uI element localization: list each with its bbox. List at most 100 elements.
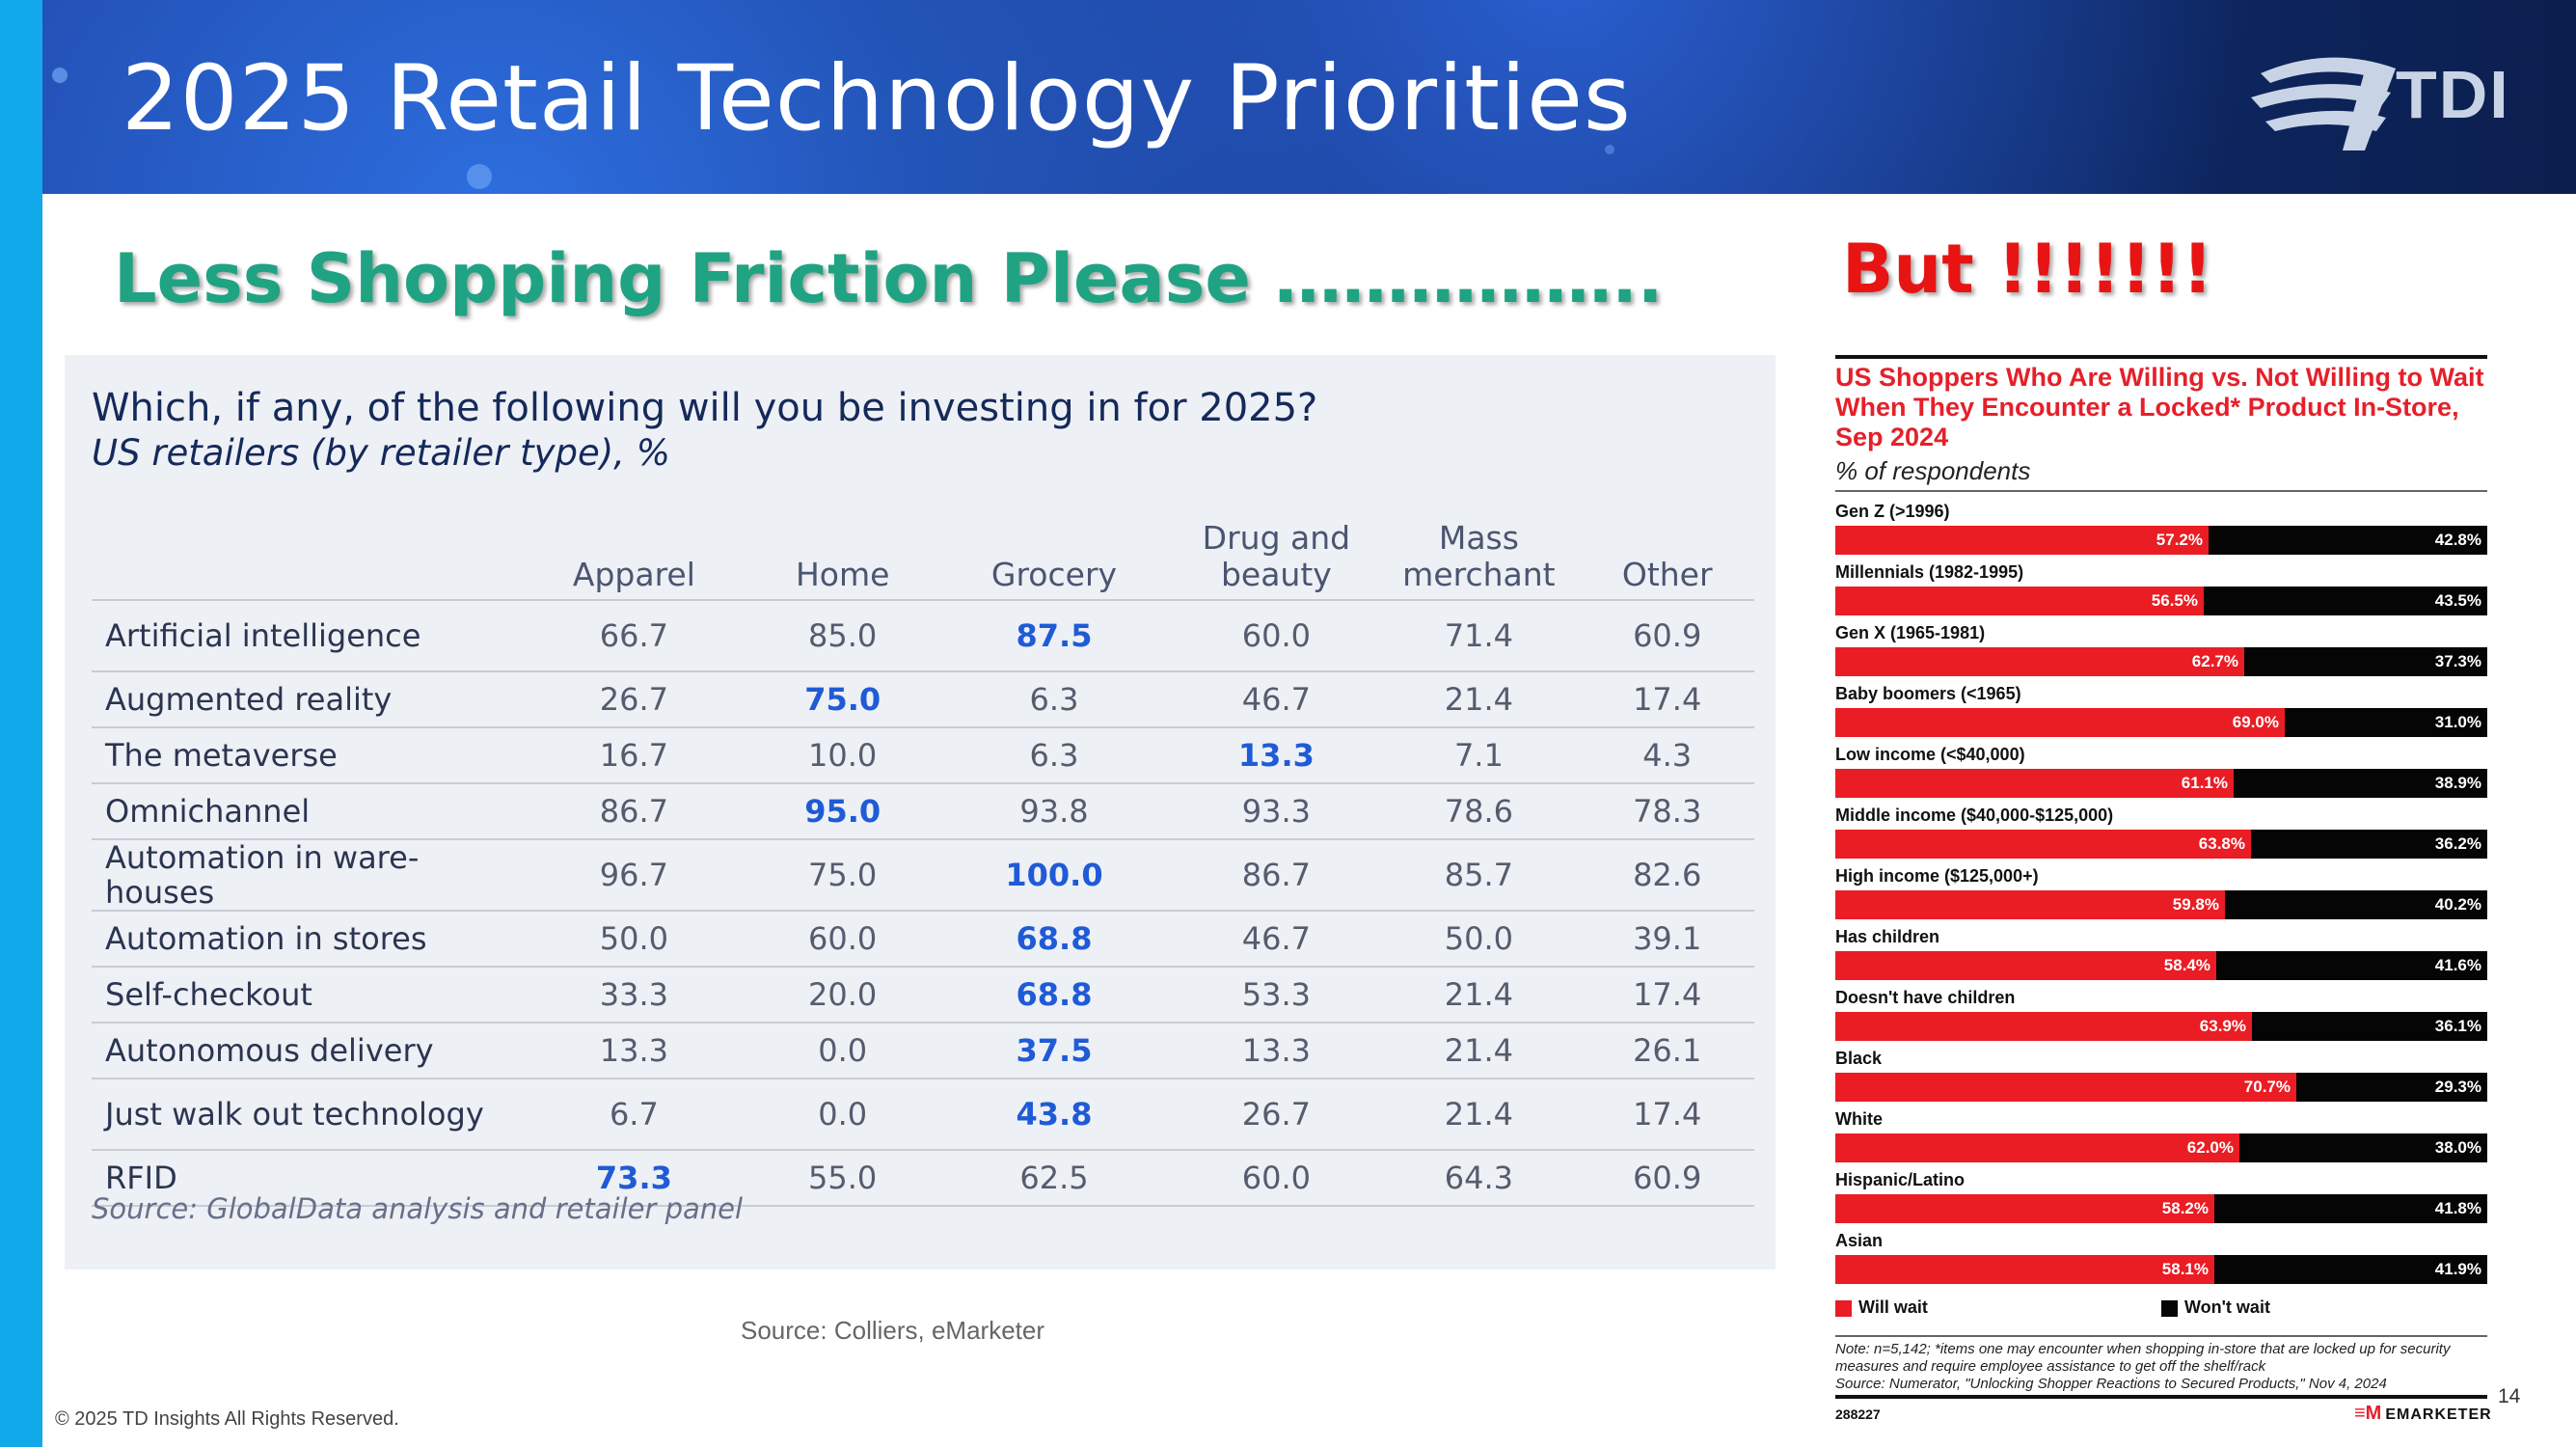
bar-wont-wait: 41.6%	[2216, 951, 2487, 980]
bar-value-label: 62.7%	[2191, 652, 2238, 670]
table-cell: 21.4	[1377, 671, 1581, 728]
table-header-row: Apparel Home Grocery Drug and beauty Mas…	[92, 502, 1754, 601]
chart-category-label: Millennials (1982-1995)	[1835, 562, 2024, 582]
column-header: Apparel	[516, 502, 752, 601]
table-cell: 82.6	[1580, 839, 1754, 912]
row-label: Artificial intelligence	[92, 600, 516, 672]
survey-question: Which, if any, of the following will you…	[92, 386, 1318, 430]
table-cell: 21.4	[1377, 967, 1581, 1024]
table-cell: 50.0	[1377, 911, 1581, 968]
table-cell: 87.5	[933, 600, 1176, 672]
bar-value-label: 41.9%	[2434, 1260, 2481, 1278]
table-cell: 39.1	[1580, 911, 1754, 968]
table-cell: 93.8	[933, 783, 1176, 840]
decorative-dot	[467, 164, 492, 189]
survey-panel: Which, if any, of the following will you…	[65, 355, 1776, 1270]
chart-subtitle: % of respondents	[1835, 456, 2031, 485]
table-row: RFID 73.3 55.0 62.5 60.0 64.3 60.9	[92, 1150, 1754, 1207]
table-cell: 85.7	[1377, 839, 1581, 912]
table-cell: 7.1	[1377, 727, 1581, 784]
bar-wont-wait: 43.5%	[2204, 587, 2487, 615]
table-cell: 62.5	[933, 1150, 1176, 1207]
row-label: Automation in stores	[92, 911, 516, 968]
chart-category: Doesn't have children 63.9% 36.1%	[1835, 988, 2487, 1049]
bar-value-label: 57.2%	[2156, 531, 2203, 549]
table-cell: 17.4	[1580, 967, 1754, 1024]
bar-wont-wait: 36.1%	[2252, 1012, 2487, 1041]
chart-category: Low income (<$40,000) 61.1% 38.9%	[1835, 745, 2487, 805]
bar-wont-wait: 31.0%	[2285, 708, 2487, 737]
table-cell: 55.0	[751, 1150, 934, 1207]
bar-value-label: 56.5%	[2151, 591, 2198, 610]
table-cell: 6.3	[933, 671, 1176, 728]
table-row: Just walk out technology 6.7 0.0 43.8 26.7 21…	[92, 1078, 1754, 1151]
table-cell: 68.8	[933, 911, 1176, 968]
chart-legend: Will wait Won't wait	[1835, 1297, 2487, 1321]
legend-swatch-will-wait	[1835, 1300, 1852, 1317]
bottom-source: Source: Colliers, eMarketer	[741, 1316, 1044, 1345]
bar-will-wait: 58.4%	[1835, 951, 2216, 980]
chart-category-label: Baby boomers (<1965)	[1835, 684, 2021, 703]
bar-wont-wait: 42.8%	[2209, 526, 2487, 555]
page-title: 2025 Retail Technology Priorities	[122, 46, 1632, 151]
bar-value-label: 58.1%	[2161, 1260, 2209, 1278]
table-cell: 26.7	[516, 671, 752, 728]
chart-bottom-rule	[1835, 1395, 2487, 1399]
em-logo-icon: ≡M	[2354, 1403, 2382, 1424]
table-cell: 26.1	[1580, 1023, 1754, 1079]
bar-value-label: 38.0%	[2434, 1138, 2481, 1157]
bar-will-wait: 57.2%	[1835, 526, 2209, 555]
legend-label-will-wait: Will wait	[1858, 1297, 1928, 1317]
row-label: Autonomous delivery	[92, 1023, 516, 1079]
table-row: Self-checkout 33.3 20.0 68.8 53.3 21.4 17.4	[92, 967, 1754, 1024]
table-cell: 86.7	[1175, 839, 1378, 912]
row-label: Just walk out technology	[92, 1078, 516, 1151]
bar-wont-wait: 37.3%	[2244, 647, 2487, 676]
table-cell: 6.3	[933, 727, 1176, 784]
table-cell: 53.3	[1175, 967, 1378, 1024]
table-cell: 0.0	[751, 1078, 934, 1151]
bar-value-label: 63.9%	[2199, 1017, 2246, 1035]
table-cell: 75.0	[751, 671, 934, 728]
bar-wont-wait: 38.0%	[2239, 1133, 2487, 1162]
table-cell: 68.8	[933, 967, 1176, 1024]
chart-category: Gen Z (>1996) 57.2% 42.8%	[1835, 502, 2487, 562]
bar-will-wait: 56.5%	[1835, 587, 2204, 615]
chart-category-label: Hispanic/Latino	[1835, 1170, 1966, 1189]
bar-value-label: 62.0%	[2186, 1138, 2234, 1157]
table-cell: 71.4	[1377, 600, 1581, 672]
bar-will-wait: 61.1%	[1835, 769, 2234, 798]
bar-value-label: 63.8%	[2198, 834, 2245, 853]
table-cell: 13.3	[1175, 1023, 1378, 1079]
chart-category-label: Has children	[1835, 927, 1940, 946]
table-cell: 50.0	[516, 911, 752, 968]
table-cell: 85.0	[751, 600, 934, 672]
table-cell: 13.3	[516, 1023, 752, 1079]
row-label: Automation in ware-houses	[92, 839, 516, 912]
bar-value-label: 41.6%	[2434, 956, 2481, 974]
row-label: Omnichannel	[92, 783, 516, 840]
bar-value-label: 37.3%	[2434, 652, 2481, 670]
bar-wont-wait: 36.2%	[2251, 830, 2487, 859]
bar-value-label: 43.5%	[2434, 591, 2481, 610]
table-cell: 75.0	[751, 839, 934, 912]
chart-note-text: Note: n=5,142; *items one may encounter …	[1835, 1341, 2451, 1375]
headline-right: But !!!!!!!	[1842, 230, 2213, 309]
table-row: The metaverse 16.7 10.0 6.3 13.3 7.1 4.3	[92, 727, 1754, 784]
chart-category: Asian 58.1% 41.9%	[1835, 1231, 2487, 1292]
table-cell: 43.8	[933, 1078, 1176, 1151]
table-cell: 17.4	[1580, 1078, 1754, 1151]
table-cell: 60.0	[1175, 1150, 1378, 1207]
table-cell: 46.7	[1175, 911, 1378, 968]
table-cell: 60.0	[751, 911, 934, 968]
column-header: Home	[751, 502, 934, 601]
table-row: Automation in stores 50.0 60.0 68.8 46.7 50.0…	[92, 911, 1754, 968]
table-cell: 4.3	[1580, 727, 1754, 784]
row-label: The metaverse	[92, 727, 516, 784]
bar-wont-wait: 38.9%	[2234, 769, 2487, 798]
bar-will-wait: 62.7%	[1835, 647, 2244, 676]
bar-will-wait: 63.8%	[1835, 830, 2251, 859]
bar-will-wait: 59.8%	[1835, 890, 2225, 919]
table-cell: 33.3	[516, 967, 752, 1024]
column-header: Other	[1580, 502, 1754, 601]
